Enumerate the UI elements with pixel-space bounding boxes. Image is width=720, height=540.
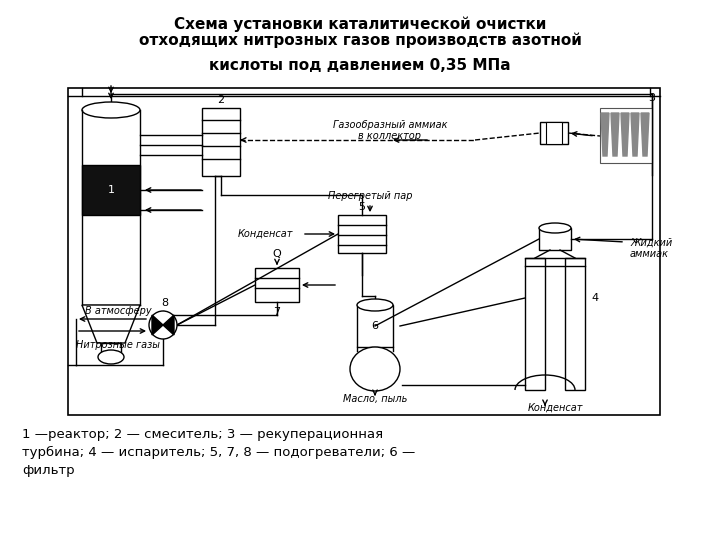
Ellipse shape: [539, 223, 571, 233]
Bar: [357, 305, 393, 347]
Bar: [82, 165, 140, 215]
Text: 4: 4: [591, 293, 598, 303]
Text: Конденсат: Конденсат: [527, 403, 582, 413]
Polygon shape: [611, 113, 619, 156]
Text: 1: 1: [107, 185, 114, 195]
Bar: [539, 228, 571, 250]
Text: 8: 8: [161, 298, 168, 308]
Text: Перегретый пар: Перегретый пар: [328, 191, 413, 201]
Text: кислоты под давлением 0,35 МПа: кислоты под давлением 0,35 МПа: [210, 58, 510, 73]
Text: 5: 5: [359, 202, 366, 212]
Text: Q: Q: [273, 249, 282, 259]
Polygon shape: [82, 305, 140, 343]
Circle shape: [149, 311, 177, 339]
Bar: [101, 343, 121, 357]
Bar: [68, 88, 660, 415]
Text: 1 —реактор; 2 — смеситель; 3 — рекуперационная
турбина; 4 — испаритель; 5, 7, 8 : 1 —реактор; 2 — смеситель; 3 — рекуперац…: [22, 428, 415, 477]
Polygon shape: [163, 315, 174, 335]
Bar: [540, 122, 568, 144]
Bar: [202, 108, 240, 176]
Text: в коллектор: в коллектор: [359, 131, 421, 141]
Bar: [565, 258, 585, 390]
Bar: [525, 258, 545, 390]
Bar: [546, 122, 562, 144]
Polygon shape: [601, 113, 609, 156]
Ellipse shape: [82, 102, 140, 118]
Ellipse shape: [98, 350, 124, 364]
Text: 2: 2: [217, 95, 225, 105]
Text: 6: 6: [372, 321, 379, 331]
Polygon shape: [641, 113, 649, 156]
Text: 7: 7: [274, 307, 281, 317]
Text: Нитрозные газы: Нитрозные газы: [76, 340, 160, 350]
Text: 3: 3: [649, 93, 655, 103]
Bar: [600, 108, 652, 163]
Text: отходящих нитрозных газов производств азотной: отходящих нитрозных газов производств аз…: [138, 32, 582, 48]
Ellipse shape: [350, 347, 400, 391]
Ellipse shape: [357, 299, 393, 311]
Bar: [338, 215, 386, 253]
Bar: [255, 268, 299, 302]
Text: Жидкий
аммиак: Жидкий аммиак: [630, 237, 672, 259]
Text: Масло, пыль: Масло, пыль: [343, 394, 408, 404]
Polygon shape: [621, 113, 629, 156]
Polygon shape: [631, 113, 639, 156]
Text: Газообразный аммиак: Газообразный аммиак: [333, 120, 447, 130]
Text: Схема установки каталитической очистки: Схема установки каталитической очистки: [174, 16, 546, 31]
Polygon shape: [152, 315, 163, 335]
Text: В атмосферу: В атмосферу: [85, 306, 151, 316]
Text: Конденсат: Конденсат: [238, 229, 293, 239]
